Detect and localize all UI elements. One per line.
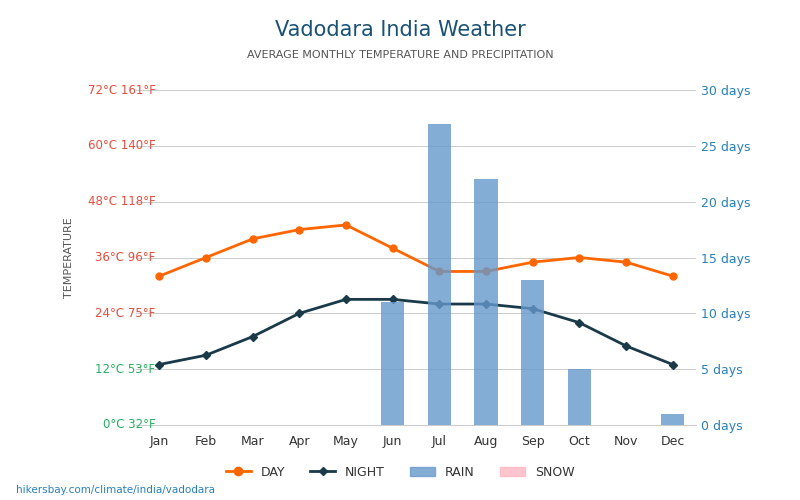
- NIGHT: [668, 362, 678, 368]
- Bar: [568, 369, 591, 425]
- DAY: [621, 259, 630, 265]
- Bar: [661, 414, 684, 425]
- DAY: [574, 254, 584, 260]
- Text: 48°C 118°F: 48°C 118°F: [88, 195, 156, 208]
- NIGHT: [248, 334, 258, 340]
- DAY: [668, 273, 678, 279]
- Bar: [521, 280, 544, 425]
- Text: AVERAGE MONTHLY TEMPERATURE AND PRECIPITATION: AVERAGE MONTHLY TEMPERATURE AND PRECIPIT…: [246, 50, 554, 60]
- Text: Vadodara India Weather: Vadodara India Weather: [274, 20, 526, 40]
- NIGHT: [574, 320, 584, 326]
- NIGHT: [434, 301, 444, 307]
- Bar: [474, 180, 498, 425]
- Text: 24°C 75°F: 24°C 75°F: [95, 307, 156, 320]
- DAY: [388, 245, 398, 251]
- DAY: [434, 268, 444, 274]
- DAY: [482, 268, 491, 274]
- NIGHT: [154, 362, 164, 368]
- NIGHT: [294, 310, 304, 316]
- NIGHT: [341, 296, 350, 302]
- NIGHT: [621, 343, 630, 349]
- DAY: [154, 273, 164, 279]
- Text: 0°C 32°F: 0°C 32°F: [103, 418, 156, 432]
- Legend: DAY, NIGHT, RAIN, SNOW: DAY, NIGHT, RAIN, SNOW: [221, 461, 579, 484]
- DAY: [202, 254, 211, 260]
- Line: NIGHT: NIGHT: [157, 296, 675, 368]
- Text: 12°C 53°F: 12°C 53°F: [95, 362, 156, 376]
- Text: 72°C 161°F: 72°C 161°F: [88, 84, 156, 96]
- DAY: [528, 259, 538, 265]
- DAY: [341, 222, 350, 228]
- Text: 36°C 96°F: 36°C 96°F: [95, 251, 156, 264]
- Text: hikersbay.com/climate/india/vadodara: hikersbay.com/climate/india/vadodara: [16, 485, 215, 495]
- Line: DAY: DAY: [156, 222, 676, 280]
- Y-axis label: TEMPERATURE: TEMPERATURE: [64, 217, 74, 298]
- DAY: [248, 236, 258, 242]
- DAY: [294, 226, 304, 232]
- Bar: [428, 124, 451, 425]
- NIGHT: [388, 296, 398, 302]
- NIGHT: [202, 352, 211, 358]
- NIGHT: [482, 301, 491, 307]
- Bar: [381, 302, 404, 425]
- Text: 60°C 140°F: 60°C 140°F: [88, 140, 156, 152]
- NIGHT: [528, 306, 538, 312]
